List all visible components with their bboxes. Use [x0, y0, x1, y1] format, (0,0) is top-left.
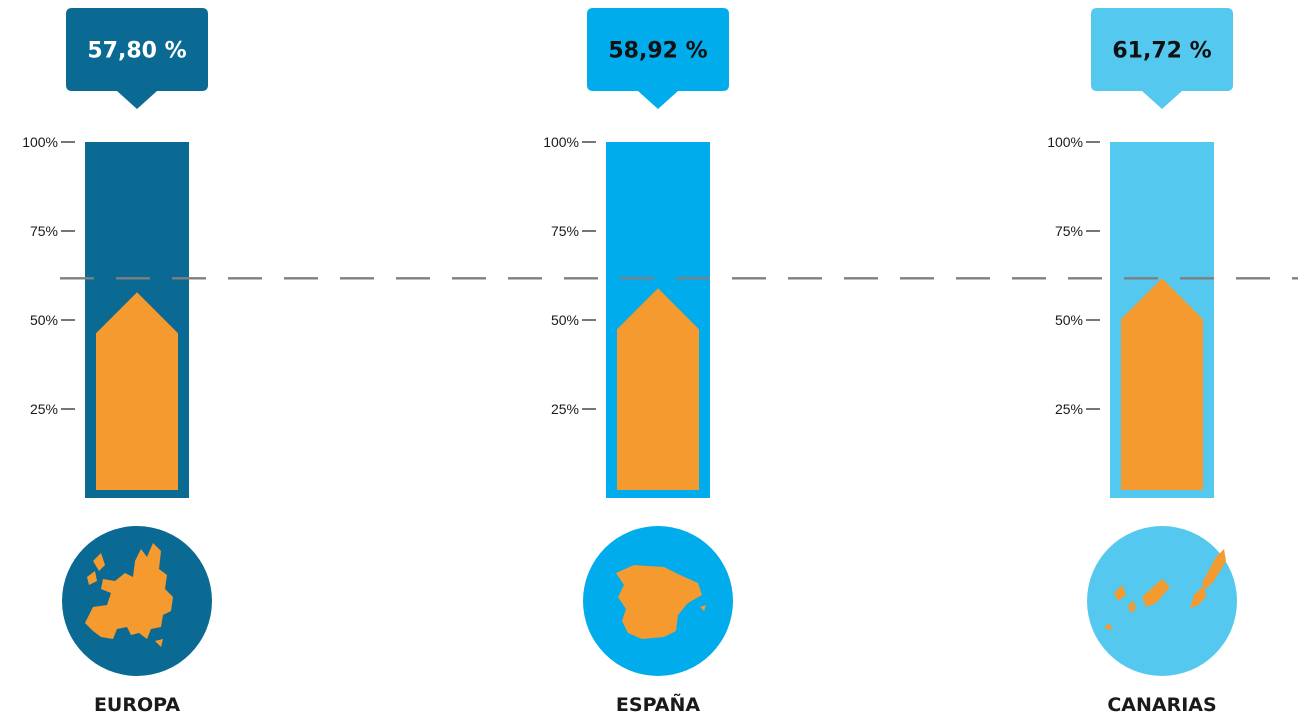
- y-tick-label: 50%: [30, 312, 58, 328]
- value-callout: [66, 8, 208, 109]
- map-shape: [1190, 585, 1206, 609]
- y-tick-label: 75%: [551, 223, 579, 239]
- region-circle: [1087, 526, 1237, 676]
- map-shape: [87, 571, 97, 585]
- map-shape: [1202, 549, 1226, 589]
- column-espaa: 58,92 % 25% 50% 75% 100% ESPAÑA: [543, 8, 733, 716]
- column-europa: 57,80 % 25% 50% 75% 100% EUROPA: [22, 8, 212, 716]
- map-shape: [1128, 601, 1136, 613]
- canary-islands-map-icon: [1104, 549, 1226, 631]
- y-tick-label: 75%: [1055, 223, 1083, 239]
- y-tick-label: 25%: [1055, 401, 1083, 417]
- map-shape: [155, 639, 163, 647]
- value-callout: [1091, 8, 1233, 109]
- y-tick-label: 50%: [551, 312, 579, 328]
- value-label: 58,92 %: [608, 39, 707, 64]
- bar-value: [617, 288, 699, 490]
- value-callout: [587, 8, 729, 109]
- map-shape: [85, 543, 173, 639]
- map-shape: [1142, 579, 1170, 607]
- map-shape: [700, 605, 706, 611]
- value-label: 57,80 %: [87, 39, 186, 64]
- y-tick-label: 75%: [30, 223, 58, 239]
- spain-map-icon: [616, 565, 706, 639]
- bar-value: [1121, 278, 1203, 490]
- map-shape: [1114, 585, 1126, 601]
- map-shape: [1104, 623, 1112, 631]
- y-tick-label: 100%: [543, 134, 579, 150]
- y-tick-label: 100%: [22, 134, 58, 150]
- category-label: CANARIAS: [1107, 694, 1216, 716]
- category-label: EUROPA: [94, 694, 180, 716]
- bar-value: [96, 292, 178, 490]
- y-tick-label: 25%: [30, 401, 58, 417]
- value-label: 61,72 %: [1112, 39, 1211, 64]
- map-shape: [616, 565, 702, 639]
- column-canarias: 61,72 % 25% 50% 75% 100% CANARIAS: [1047, 8, 1237, 716]
- y-tick-label: 100%: [1047, 134, 1083, 150]
- y-tick-label: 25%: [551, 401, 579, 417]
- map-shape: [93, 553, 105, 571]
- y-tick-label: 50%: [1055, 312, 1083, 328]
- category-label: ESPAÑA: [616, 692, 700, 716]
- europe-map-icon: [85, 543, 173, 647]
